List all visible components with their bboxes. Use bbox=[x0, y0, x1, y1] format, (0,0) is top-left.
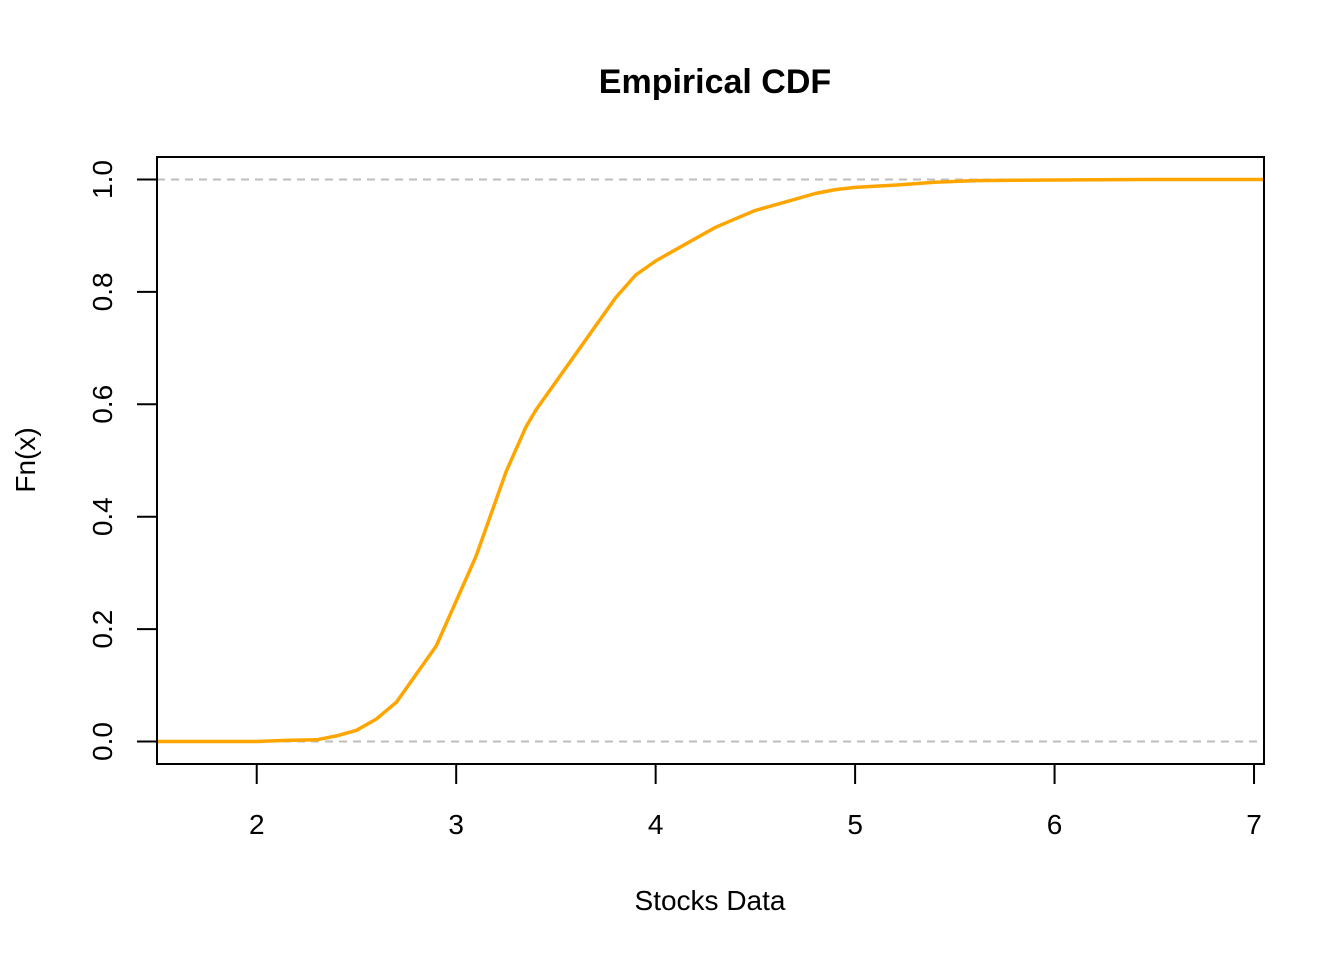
x-tick-label-5: 7 bbox=[1246, 809, 1262, 840]
x-tick-label-2: 4 bbox=[648, 809, 664, 840]
x-axis: 2 3 4 5 6 7 bbox=[249, 764, 1262, 840]
x-tick-label-0: 2 bbox=[249, 809, 265, 840]
x-tick-label-4: 6 bbox=[1047, 809, 1063, 840]
y-tick-label-1: 0.2 bbox=[87, 610, 118, 649]
y-tick-label-5: 1.0 bbox=[87, 160, 118, 199]
x-axis-label: Stocks Data bbox=[635, 885, 786, 916]
plot-frame bbox=[156, 156, 1265, 765]
y-axis: 0.0 0.2 0.4 0.6 0.8 1.0 bbox=[87, 160, 157, 761]
y-axis-label: Fn(x) bbox=[10, 427, 41, 492]
y-tick-label-3: 0.6 bbox=[87, 385, 118, 424]
reference-lines bbox=[157, 178, 1264, 743]
y-tick-label-2: 0.4 bbox=[87, 497, 118, 536]
plot-lines bbox=[157, 177, 1264, 744]
cdf-series-line-0 bbox=[157, 177, 1264, 744]
y-tick-label-4: 0.8 bbox=[87, 272, 118, 311]
y-tick-label-0: 0.0 bbox=[87, 722, 118, 761]
x-tick-label-3: 5 bbox=[847, 809, 863, 840]
x-tick-label-1: 3 bbox=[448, 809, 464, 840]
chart-title: Empirical CDF bbox=[599, 63, 831, 101]
